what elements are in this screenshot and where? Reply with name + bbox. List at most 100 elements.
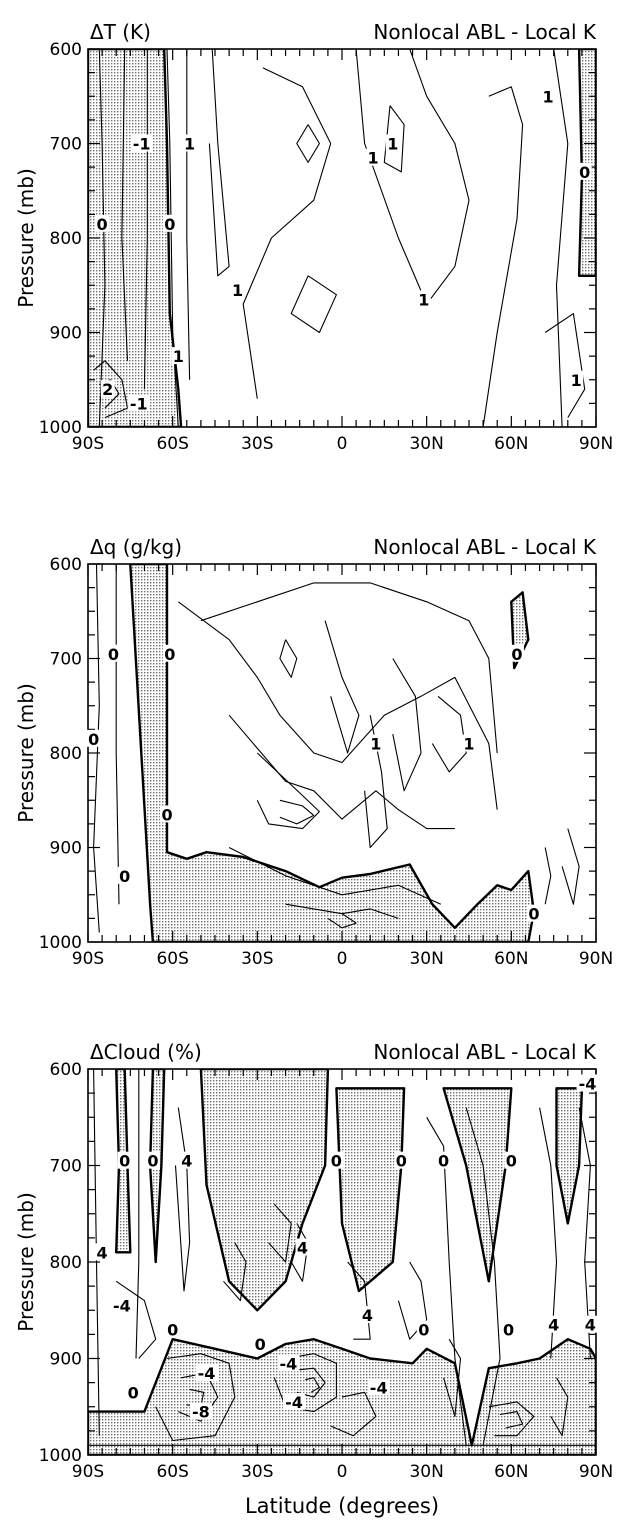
contour-label: -1 bbox=[133, 135, 151, 154]
contour-label: 0 bbox=[167, 1321, 178, 1340]
contour-label: 0 bbox=[119, 1152, 130, 1171]
x-tick-label: 90N bbox=[579, 949, 613, 969]
contour-line bbox=[279, 639, 298, 678]
x-tick-label: 60S bbox=[156, 434, 188, 454]
x-tick-label: 60S bbox=[156, 1462, 188, 1482]
contour-label-bg bbox=[504, 1151, 519, 1169]
contour-line bbox=[296, 1367, 326, 1398]
contour-label: 0 bbox=[438, 1152, 449, 1171]
contour-line bbox=[115, 1280, 157, 1359]
contour-line bbox=[550, 1377, 569, 1437]
negative-region bbox=[335, 1087, 406, 1293]
contour-label: -4 bbox=[113, 1296, 131, 1315]
contour-label-bg bbox=[110, 1296, 133, 1314]
panel-3: 90S 60S 30S 0 30N 60N 90N 600 700 800 900 1000 Press… bbox=[14, 1040, 613, 1482]
contour-line bbox=[488, 1401, 535, 1437]
contour-label: 0 bbox=[503, 1321, 514, 1340]
y-axis-label: Pressure (mb) bbox=[14, 168, 38, 308]
contour-label: 1 bbox=[571, 371, 582, 390]
negative-region bbox=[129, 564, 536, 942]
contour-label-bg bbox=[117, 1151, 132, 1169]
contour-label-bg bbox=[127, 394, 150, 412]
contour-label: 1 bbox=[232, 281, 243, 300]
contour-line bbox=[166, 49, 179, 427]
y-tick-label: 700 bbox=[50, 1157, 82, 1177]
y-tick-label: 1000 bbox=[39, 418, 82, 438]
contour-line bbox=[268, 1203, 292, 1263]
contour-label-bg bbox=[106, 644, 121, 662]
contour-label: 0 bbox=[396, 1152, 407, 1171]
contour-label-bg bbox=[160, 805, 175, 823]
x-tick-label: 30N bbox=[409, 1462, 443, 1482]
x-tick-label: 30N bbox=[409, 949, 443, 969]
contour-label-bg bbox=[295, 1238, 310, 1256]
negative-region bbox=[577, 49, 596, 277]
contour-label-bg bbox=[283, 1392, 306, 1410]
y-tick-label: 700 bbox=[50, 135, 82, 155]
panel-subtitle: Nonlocal ABL - Local K bbox=[373, 20, 597, 44]
contour-line bbox=[155, 1353, 236, 1442]
contour-label: -4 bbox=[198, 1364, 216, 1383]
contour-line bbox=[208, 49, 230, 277]
contour-label: 0 bbox=[579, 163, 590, 182]
contour-label: 0 bbox=[418, 1321, 429, 1340]
contour-label: 0 bbox=[511, 645, 522, 664]
contour-line bbox=[397, 1261, 428, 1340]
contour-line bbox=[135, 1069, 140, 1359]
contour-label-bg bbox=[130, 134, 153, 152]
x-tick-label: 30S bbox=[241, 1462, 273, 1482]
contour-line bbox=[561, 828, 580, 905]
y-tick-label: 600 bbox=[50, 1060, 82, 1080]
contour-line bbox=[327, 913, 357, 929]
y-axis-label: Pressure (mb) bbox=[14, 683, 38, 823]
contour-label-bg bbox=[569, 370, 584, 388]
contour-label-bg bbox=[195, 1363, 218, 1381]
contour-line bbox=[256, 752, 320, 830]
contour-label: 4 bbox=[362, 1306, 373, 1325]
contour-label-bg bbox=[367, 1378, 390, 1396]
negative-region bbox=[199, 1069, 330, 1312]
x-tick-label: 90S bbox=[72, 434, 104, 454]
contour-label: 0 bbox=[255, 1335, 266, 1354]
y-tick-label: 800 bbox=[50, 744, 82, 764]
contour-line bbox=[115, 564, 120, 905]
contour-line bbox=[305, 1377, 320, 1393]
contour-line bbox=[290, 1223, 309, 1282]
contour-label-bg bbox=[462, 734, 476, 752]
contour-label: -4 bbox=[285, 1393, 303, 1412]
contour-label: 4 bbox=[585, 1316, 596, 1335]
panel-subtitle: Nonlocal ABL - Local K bbox=[373, 535, 597, 559]
contour-label: 0 bbox=[164, 645, 175, 664]
contour-label: 1 bbox=[542, 87, 553, 106]
x-tick-label: 0 bbox=[337, 949, 348, 969]
contour-label: -4 bbox=[279, 1354, 297, 1373]
contour-label: -8 bbox=[192, 1403, 210, 1422]
contour-label: 0 bbox=[119, 867, 130, 886]
contour-line bbox=[93, 360, 129, 419]
contour-label-bg bbox=[95, 1243, 110, 1261]
x-tick-label: 90S bbox=[72, 949, 104, 969]
contour-line bbox=[98, 49, 106, 427]
contour-line bbox=[290, 275, 337, 334]
x-tick-label: 90N bbox=[579, 434, 613, 454]
contour-line bbox=[544, 847, 552, 905]
contour-label-bg bbox=[509, 644, 524, 662]
contour-line bbox=[174, 1107, 191, 1292]
contour-line bbox=[364, 715, 388, 849]
x-axis-label: Latitude (degrees) bbox=[245, 1494, 439, 1518]
contour-line bbox=[482, 86, 524, 427]
contour-line bbox=[553, 49, 569, 427]
x-tick-label: 30S bbox=[241, 434, 273, 454]
contour-line bbox=[242, 67, 332, 399]
y-tick-label: 600 bbox=[50, 555, 82, 575]
contour-label: 4 bbox=[548, 1316, 559, 1335]
contour-label-bg bbox=[541, 87, 556, 105]
contour-label: -1 bbox=[130, 394, 148, 413]
contour-line bbox=[544, 313, 586, 418]
contour-label-bg bbox=[126, 1383, 141, 1401]
panel-subtitle: Nonlocal ABL - Local K bbox=[373, 1040, 597, 1064]
contour-line bbox=[443, 1338, 462, 1417]
y-tick-label: 800 bbox=[50, 229, 82, 249]
contour-label-bg bbox=[416, 290, 431, 308]
